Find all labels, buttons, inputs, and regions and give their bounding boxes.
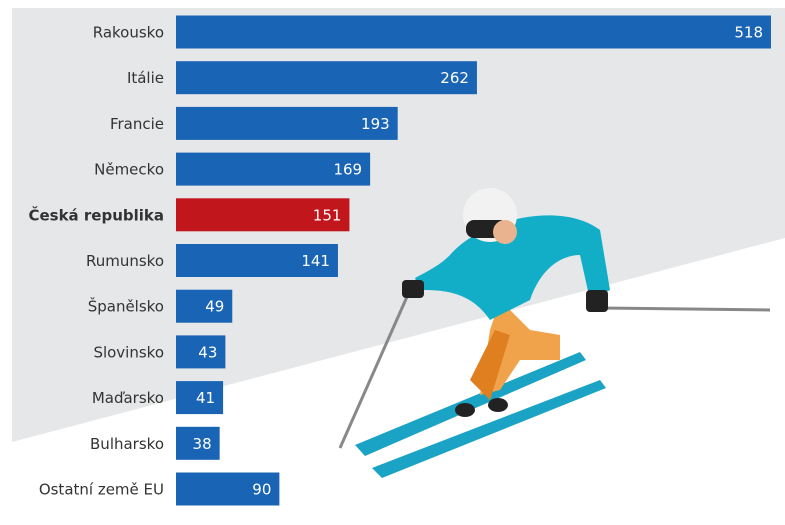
value-label: 43 bbox=[198, 343, 217, 361]
bar bbox=[176, 106, 398, 140]
category-label: Slovinsko bbox=[93, 343, 164, 361]
value-label: 38 bbox=[193, 435, 212, 453]
category-label: Německo bbox=[94, 161, 164, 179]
category-label: Bulharsko bbox=[90, 435, 164, 453]
value-label: 141 bbox=[301, 252, 330, 270]
category-label: Francie bbox=[110, 115, 164, 133]
bar bbox=[176, 381, 224, 415]
value-label: 49 bbox=[205, 298, 224, 316]
bar bbox=[176, 289, 233, 323]
category-label: Česká republika bbox=[28, 205, 164, 224]
category-label: Rakousko bbox=[93, 24, 164, 42]
category-label: Ostatní země EU bbox=[39, 481, 164, 499]
value-label: 262 bbox=[440, 69, 469, 87]
category-label: Rumunsko bbox=[86, 252, 164, 270]
bar bbox=[176, 61, 477, 95]
bar bbox=[176, 426, 220, 460]
value-label: 90 bbox=[252, 481, 271, 499]
value-label: 193 bbox=[361, 115, 390, 133]
category-label: Španělsko bbox=[88, 297, 164, 316]
bar bbox=[176, 15, 771, 49]
bar bbox=[176, 335, 226, 369]
bar bbox=[176, 198, 350, 232]
bar bbox=[176, 472, 280, 506]
value-label: 169 bbox=[333, 161, 362, 179]
category-label: Maďarsko bbox=[92, 389, 164, 407]
value-label: 41 bbox=[196, 389, 215, 407]
category-label: Itálie bbox=[127, 69, 164, 87]
skier-illustration bbox=[338, 188, 771, 478]
bar bbox=[176, 152, 371, 186]
bar bbox=[176, 244, 338, 277]
value-label: 518 bbox=[734, 24, 763, 42]
value-label: 151 bbox=[313, 206, 342, 224]
